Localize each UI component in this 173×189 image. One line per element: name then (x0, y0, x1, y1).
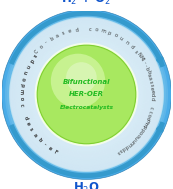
Text: -: - (42, 142, 47, 147)
Text: m: m (143, 117, 150, 124)
Text: o: o (145, 115, 151, 120)
Text: d: d (149, 93, 154, 97)
Text: e: e (25, 121, 31, 126)
Text: a: a (32, 132, 38, 138)
Text: Bifunctional: Bifunctional (63, 79, 110, 85)
Text: u: u (131, 137, 136, 143)
Text: d: d (22, 115, 28, 120)
Text: c: c (19, 103, 25, 107)
Text: s: s (133, 49, 139, 54)
Text: s: s (32, 52, 37, 57)
Text: c: c (88, 27, 91, 32)
Text: o: o (20, 77, 26, 81)
Text: e: e (149, 90, 154, 93)
Text: d: d (22, 115, 28, 120)
Text: d: d (28, 58, 34, 63)
Polygon shape (9, 17, 164, 172)
Text: d: d (124, 143, 129, 149)
Circle shape (51, 54, 105, 108)
Text: s: s (28, 127, 34, 132)
Text: m: m (19, 89, 24, 94)
Text: a: a (146, 73, 152, 77)
Text: p: p (19, 83, 24, 87)
Text: -: - (42, 142, 47, 147)
Text: n: n (128, 139, 134, 145)
Text: n: n (126, 141, 132, 147)
Text: F: F (53, 149, 57, 155)
Text: -: - (141, 61, 147, 65)
Text: F: F (53, 149, 57, 155)
Circle shape (66, 62, 97, 93)
Text: m: m (142, 120, 148, 127)
Text: b: b (49, 36, 54, 42)
Text: b: b (145, 70, 151, 74)
Text: p: p (139, 127, 145, 132)
Text: e: e (47, 146, 52, 151)
Text: c: c (147, 109, 152, 113)
Text: N: N (135, 52, 142, 58)
Text: s: s (62, 30, 66, 36)
Text: s: s (32, 52, 37, 57)
Text: p: p (19, 83, 24, 87)
Text: c: c (148, 106, 153, 110)
Text: e: e (149, 87, 154, 90)
Polygon shape (2, 9, 171, 179)
Text: a: a (55, 33, 60, 39)
Text: n: n (25, 64, 30, 69)
Text: o: o (94, 27, 98, 33)
Text: s: s (28, 127, 34, 132)
Text: e: e (68, 28, 72, 34)
Text: u: u (119, 36, 124, 42)
Text: o: o (19, 97, 24, 100)
Text: a: a (147, 77, 153, 81)
Text: s: s (149, 83, 154, 87)
Text: d: d (149, 97, 154, 100)
Text: e: e (47, 146, 52, 151)
Text: o: o (146, 112, 152, 117)
Text: d: d (129, 44, 134, 50)
Text: i: i (140, 58, 145, 62)
Text: b: b (37, 137, 42, 143)
Text: H$_2$O: H$_2$O (73, 181, 100, 189)
Text: b: b (144, 67, 150, 71)
Text: n: n (25, 64, 30, 69)
Text: u: u (22, 70, 28, 74)
Text: o: o (135, 132, 141, 138)
Circle shape (35, 43, 138, 146)
Circle shape (37, 45, 136, 144)
Text: u: u (133, 135, 139, 140)
Text: Electrocatalysts: Electrocatalysts (60, 105, 113, 110)
Text: u: u (22, 70, 28, 74)
Text: H$_2$ + O$_2$: H$_2$ + O$_2$ (61, 0, 112, 7)
Text: s: s (118, 147, 123, 153)
Text: p: p (107, 30, 112, 36)
Text: s: s (116, 149, 120, 155)
Text: o: o (20, 77, 26, 81)
Text: s: s (148, 80, 153, 84)
Text: o: o (19, 97, 24, 100)
Text: -: - (143, 64, 148, 68)
Text: n: n (124, 40, 129, 46)
Text: o: o (39, 44, 44, 50)
Circle shape (36, 44, 137, 145)
Text: HER-OER: HER-OER (69, 91, 104, 97)
Text: o: o (137, 129, 143, 135)
Text: a: a (32, 132, 38, 138)
Text: d: d (121, 146, 126, 151)
Text: M: M (137, 54, 144, 61)
Text: c: c (19, 103, 25, 107)
Text: e: e (25, 121, 31, 126)
Text: d: d (75, 27, 79, 33)
Text: b: b (37, 137, 42, 143)
Text: d: d (28, 58, 34, 63)
Text: o: o (113, 33, 118, 39)
Text: -: - (44, 40, 49, 45)
Circle shape (37, 45, 136, 144)
Text: p: p (140, 124, 147, 129)
Text: C: C (34, 49, 40, 55)
Text: m: m (19, 89, 24, 94)
Text: m: m (100, 28, 106, 34)
